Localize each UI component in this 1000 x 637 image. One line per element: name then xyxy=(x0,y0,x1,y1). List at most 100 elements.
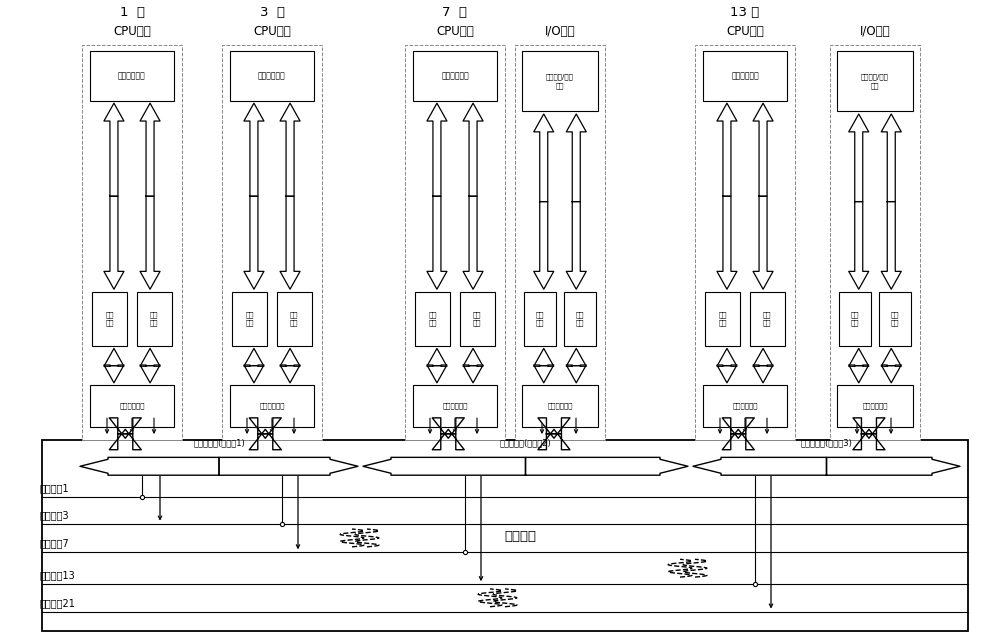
Text: 功能
模块: 功能 模块 xyxy=(150,311,159,326)
Text: CPU板卡: CPU板卡 xyxy=(253,25,291,38)
Polygon shape xyxy=(753,103,773,196)
Polygon shape xyxy=(140,348,160,366)
Polygon shape xyxy=(219,457,358,475)
Text: 背板接口逻辑: 背板接口逻辑 xyxy=(119,403,145,410)
Bar xyxy=(42,440,968,631)
Polygon shape xyxy=(753,348,773,366)
Bar xyxy=(515,45,605,440)
Text: 功能
模块: 功能 模块 xyxy=(245,311,254,326)
Polygon shape xyxy=(693,457,826,475)
Text: 串行通道1: 串行通道1 xyxy=(40,483,70,493)
Text: 数据处理设备: 数据处理设备 xyxy=(118,71,146,80)
Polygon shape xyxy=(566,201,586,289)
Polygon shape xyxy=(849,114,869,201)
Polygon shape xyxy=(104,365,124,383)
Polygon shape xyxy=(463,365,483,383)
Text: 功能
模块: 功能 模块 xyxy=(536,311,544,326)
Text: 背板接口逻辑: 背板接口逻辑 xyxy=(259,403,285,410)
Polygon shape xyxy=(534,348,554,366)
Bar xyxy=(413,385,497,427)
Polygon shape xyxy=(109,429,141,450)
Bar xyxy=(230,51,314,101)
Polygon shape xyxy=(104,103,124,196)
Bar xyxy=(230,385,314,427)
Polygon shape xyxy=(717,196,737,289)
Polygon shape xyxy=(249,418,281,438)
Text: 功能
模块: 功能 模块 xyxy=(428,311,437,326)
Polygon shape xyxy=(526,457,688,475)
Bar xyxy=(232,292,267,346)
Polygon shape xyxy=(140,103,160,196)
Polygon shape xyxy=(280,365,300,383)
Polygon shape xyxy=(853,429,885,450)
Polygon shape xyxy=(427,196,447,289)
Text: 串行通道7: 串行通道7 xyxy=(40,538,70,548)
Bar xyxy=(830,45,920,440)
Polygon shape xyxy=(140,196,160,289)
Text: 数据处理设备: 数据处理设备 xyxy=(258,71,286,80)
Bar xyxy=(405,45,505,440)
Text: 功能
模块: 功能 模块 xyxy=(576,311,584,326)
Polygon shape xyxy=(753,196,773,289)
Text: 功能
模块: 功能 模块 xyxy=(105,311,114,326)
Text: 背板信号线(总线兗1): 背板信号线(总线兗1) xyxy=(193,438,245,447)
Text: 背板信号线(总线兗2): 背板信号线(总线兗2) xyxy=(500,438,551,447)
Text: 功能
模块: 功能 模块 xyxy=(763,311,772,326)
Polygon shape xyxy=(280,103,300,196)
Text: 背板接口逻辑: 背板接口逻辑 xyxy=(732,403,758,410)
Polygon shape xyxy=(534,114,554,201)
Polygon shape xyxy=(104,348,124,366)
Bar xyxy=(90,51,174,101)
Polygon shape xyxy=(534,365,554,383)
Polygon shape xyxy=(463,103,483,196)
Bar xyxy=(222,45,322,440)
Polygon shape xyxy=(538,418,570,438)
Polygon shape xyxy=(717,103,737,196)
Polygon shape xyxy=(566,114,586,201)
Polygon shape xyxy=(881,348,901,366)
Polygon shape xyxy=(538,429,570,450)
Polygon shape xyxy=(722,418,754,438)
Bar xyxy=(460,292,495,346)
Polygon shape xyxy=(463,196,483,289)
Polygon shape xyxy=(280,348,300,366)
Bar xyxy=(703,385,787,427)
Bar xyxy=(839,292,871,346)
Text: 数据输入/输出
设备: 数据输入/输出 设备 xyxy=(861,74,889,89)
Polygon shape xyxy=(80,457,219,475)
Polygon shape xyxy=(463,348,483,366)
Text: 功能
模块: 功能 模块 xyxy=(290,311,299,326)
Polygon shape xyxy=(427,348,447,366)
Polygon shape xyxy=(881,201,901,289)
Polygon shape xyxy=(280,196,300,289)
Polygon shape xyxy=(722,429,754,450)
Polygon shape xyxy=(104,196,124,289)
Bar xyxy=(564,292,596,346)
Text: 功能
模块: 功能 模块 xyxy=(473,311,482,326)
Polygon shape xyxy=(432,429,464,450)
Bar xyxy=(879,292,911,346)
Bar xyxy=(415,292,450,346)
Polygon shape xyxy=(826,457,960,475)
Text: 数据处理设备: 数据处理设备 xyxy=(731,71,759,80)
Text: 功能
模块: 功能 模块 xyxy=(851,311,859,326)
Polygon shape xyxy=(432,418,464,438)
Text: 1  槽: 1 槽 xyxy=(120,6,144,19)
Bar xyxy=(522,51,598,111)
Bar xyxy=(413,51,497,101)
Text: 7  槽: 7 槽 xyxy=(442,6,468,19)
Polygon shape xyxy=(244,348,264,366)
Polygon shape xyxy=(566,365,586,383)
Text: 串行通逅21: 串行通逅21 xyxy=(40,598,76,608)
Polygon shape xyxy=(849,365,869,383)
Text: I/O板卡: I/O板卡 xyxy=(860,25,890,38)
Bar xyxy=(90,385,174,427)
Bar xyxy=(522,385,598,427)
Text: 机笱背板: 机笱背板 xyxy=(504,530,536,543)
Polygon shape xyxy=(363,457,526,475)
Text: CPU板卡: CPU板卡 xyxy=(436,25,474,38)
Text: 数据处理设备: 数据处理设备 xyxy=(441,71,469,80)
Polygon shape xyxy=(244,103,264,196)
Bar xyxy=(705,292,740,346)
Polygon shape xyxy=(717,365,737,383)
